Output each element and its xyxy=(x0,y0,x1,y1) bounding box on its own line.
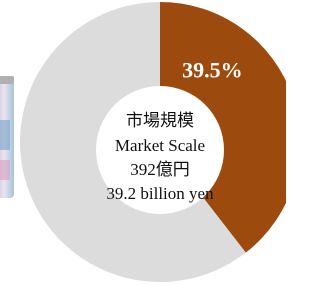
value-label: 39.5% xyxy=(182,58,243,83)
center-line: 39.2 billion yen xyxy=(106,184,214,203)
center-line: Market Scale xyxy=(115,136,205,155)
product-image xyxy=(0,76,14,198)
center-line: 市場規模 xyxy=(126,111,194,130)
chart: 市場規模 Market Scale 392億円 39.2 billion yen… xyxy=(0,0,286,285)
page: {"chart_data": {"type": "donut", "values… xyxy=(0,0,320,285)
center-line: 392億円 xyxy=(130,160,190,179)
